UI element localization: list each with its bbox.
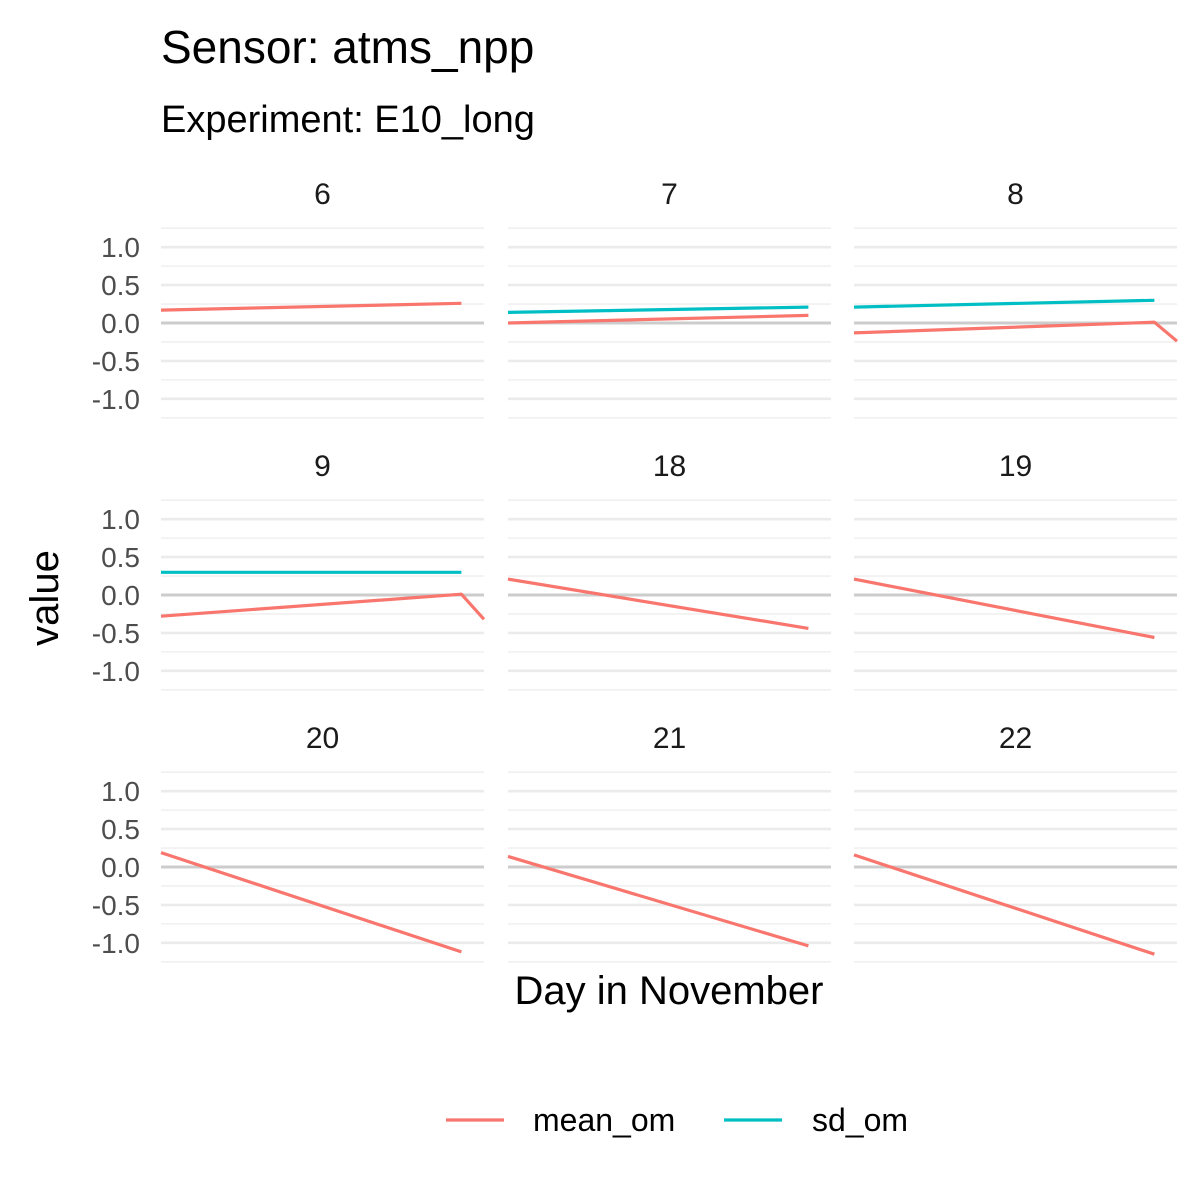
facet-panel-9: 9 1.0 0.5 0.0 -0.5 -1.0 [92, 450, 486, 691]
facet-label: 8 [1007, 178, 1024, 211]
legend-item-sd_om: sd_om [724, 1102, 908, 1138]
facet-panel-21: 21 [507, 722, 831, 963]
facet-panel-8: 8 [853, 178, 1179, 419]
y-axis-title: value [23, 550, 67, 646]
y-tick-label: -1.0 [92, 384, 140, 415]
facet-panel-19: 19 [853, 450, 1177, 691]
series-line-mean_om [507, 577, 809, 630]
series-line-mean_om [853, 577, 1155, 640]
y-tick-label: 0.0 [101, 308, 140, 339]
y-tick-label: -0.5 [92, 618, 140, 649]
y-tick-label: 0.5 [101, 814, 140, 845]
facet-panels: 6 1.0 0.5 0.0 -0.5 -1.0 7 8 9 1.0 0.5 0.0 -0.5 -1.0 18… [92, 178, 1179, 963]
facet-panel-18: 18 [507, 450, 831, 691]
y-tick-label: 0.0 [101, 852, 140, 883]
series-line-mean_om [853, 320, 1179, 343]
legend-item-mean_om: mean_om [446, 1102, 675, 1138]
facet-label: 18 [653, 450, 686, 483]
series-line-mean_om [160, 851, 462, 954]
series-line-mean_om [853, 853, 1155, 956]
series-line-mean_om [507, 854, 809, 948]
facet-panel-7: 7 [507, 178, 831, 419]
series-line-sd_om [853, 298, 1155, 309]
facet-label: 20 [306, 722, 339, 755]
y-tick-label: 1.0 [101, 776, 140, 807]
facet-panel-6: 6 1.0 0.5 0.0 -0.5 -1.0 [92, 178, 484, 419]
x-axis-title: Day in November [514, 969, 823, 1013]
facet-panel-22: 22 [853, 722, 1177, 963]
y-tick-label: 1.0 [101, 232, 140, 263]
legend: mean_om sd_om [446, 1102, 908, 1138]
y-tick-label: -1.0 [92, 656, 140, 687]
chart-subtitle: Experiment: E10_long [161, 99, 535, 141]
y-tick-label: 1.0 [101, 504, 140, 535]
facet-label: 21 [653, 722, 686, 755]
series-line-mean_om [160, 301, 462, 312]
legend-label-mean_om: mean_om [533, 1102, 675, 1138]
y-tick-label: 0.5 [101, 542, 140, 573]
y-tick-label: -0.5 [92, 346, 140, 377]
y-tick-label: -1.0 [92, 928, 140, 959]
facet-label: 7 [661, 178, 678, 211]
y-tick-label: 0.5 [101, 270, 140, 301]
facet-label: 22 [999, 722, 1032, 755]
series-line-mean_om [160, 592, 486, 621]
facet-label: 6 [314, 178, 331, 211]
chart-title: Sensor: atms_npp [161, 21, 534, 73]
y-tick-label: 0.0 [101, 580, 140, 611]
series-line-mean_om [507, 313, 809, 325]
facet-label: 9 [314, 450, 331, 483]
legend-label-sd_om: sd_om [812, 1102, 908, 1138]
facet-panel-20: 20 1.0 0.5 0.0 -0.5 -1.0 [92, 722, 484, 963]
series-line-sd_om [507, 305, 809, 314]
y-tick-label: -0.5 [92, 890, 140, 921]
facet-label: 19 [999, 450, 1032, 483]
